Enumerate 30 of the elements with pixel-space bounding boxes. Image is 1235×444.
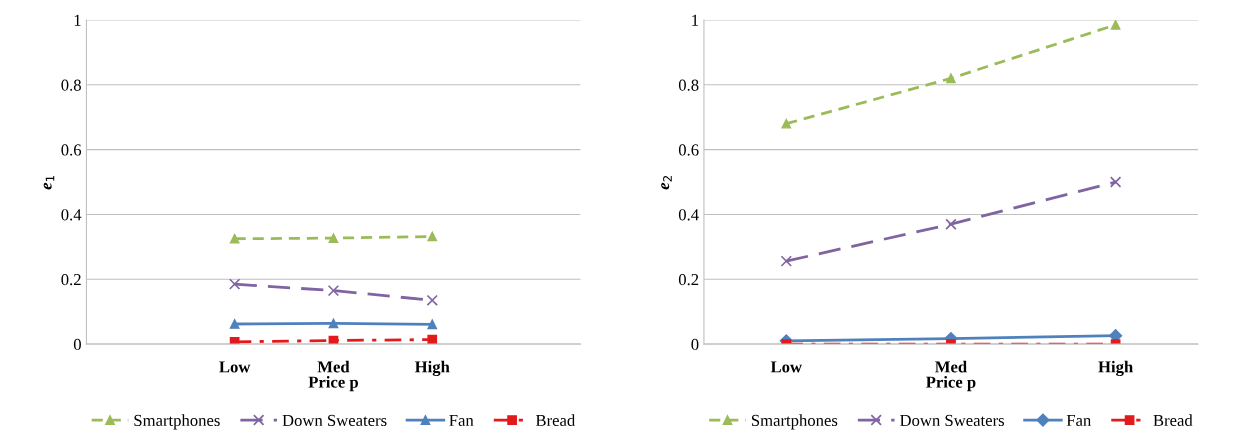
y-tick-label: 0.6 <box>61 144 82 156</box>
legend-label: Smartphones <box>134 414 220 430</box>
legend-label: Smartphones <box>751 414 838 430</box>
legend-label: Bread <box>1153 414 1193 427</box>
x-tick-label: Low <box>770 361 802 373</box>
legend-label: Fan <box>1066 414 1092 427</box>
x-tick-label: Low <box>219 361 251 373</box>
legend-label: Down Sweaters <box>282 414 387 427</box>
y-tick-label: 0.6 <box>678 144 699 156</box>
x-tick-label: Med <box>317 360 350 373</box>
y-tick-label: 1 <box>692 14 699 26</box>
y-tick-label: 0.4 <box>61 209 82 221</box>
x-tick-label: Med <box>935 360 967 373</box>
y-axis-title: e$_{2}$ <box>661 175 672 190</box>
y-tick-label: 0.2 <box>678 273 699 286</box>
y-tick-label: 0.4 <box>678 209 699 221</box>
x-tick-label: High <box>414 360 450 377</box>
x-axis-title: Price p <box>926 376 976 392</box>
legend-label: Down Sweaters <box>900 414 1004 427</box>
x-axis-title: Price p <box>308 376 358 392</box>
y-tick-label: 1 <box>74 14 81 26</box>
legend-label: Bread <box>535 414 576 427</box>
x-tick-label: High <box>1098 360 1133 377</box>
y-axis-title: e$_{1}$ <box>43 175 55 190</box>
y-tick-label: 0.2 <box>61 273 81 286</box>
legend-label: Fan <box>449 414 474 427</box>
y-tick-label: 0 <box>691 338 699 351</box>
y-tick-label: 0 <box>73 338 81 351</box>
y-tick-label: 0.8 <box>61 79 81 91</box>
y-tick-label: 0.8 <box>678 79 699 91</box>
